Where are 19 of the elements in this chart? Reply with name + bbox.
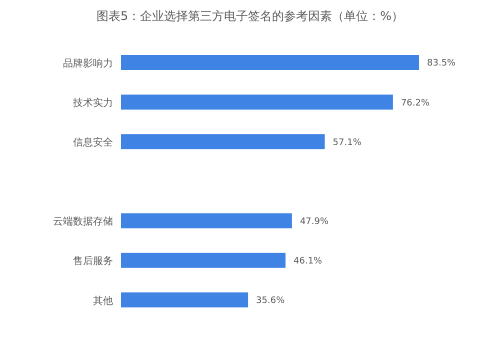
data-label: 35.6% <box>256 296 286 306</box>
y-tick-label: 云端数据存储 <box>53 216 113 228</box>
y-tick-label: 品牌影响力 <box>63 57 113 70</box>
data-label: 57.1% <box>332 138 362 148</box>
data-label: 46.1% <box>294 256 323 267</box>
y-tick-label: 信息安全 <box>73 136 113 148</box>
bar <box>121 292 248 308</box>
y-tick-label: 技术实力 <box>72 96 113 109</box>
bar <box>121 134 325 150</box>
y-tick-label: 其他 <box>93 294 113 307</box>
y-tick-label: 售后服务 <box>73 255 113 268</box>
data-label: 83.5% <box>427 58 456 69</box>
bar <box>121 94 393 110</box>
data-label: 76.2% <box>400 98 430 108</box>
chart-title: 图表5：企业选择第三方电子签名的参考因素（单位：%） <box>95 8 405 25</box>
bar <box>121 252 286 268</box>
data-label: 47.9% <box>300 216 329 227</box>
bar <box>121 213 292 228</box>
bar <box>121 55 419 70</box>
